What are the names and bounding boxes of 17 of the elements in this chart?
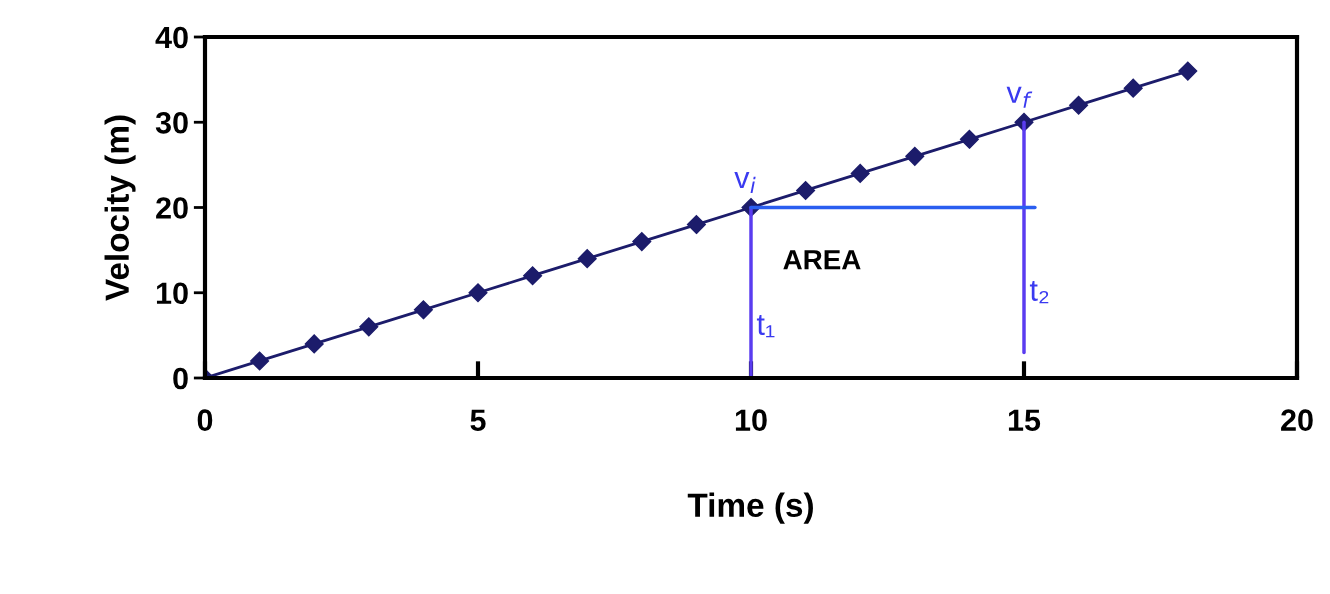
y-tick-label: 20 (156, 197, 188, 219)
y-tick-label: 40 (155, 26, 188, 49)
x-tick-label: 0 (197, 409, 213, 431)
annotation: v$_{i}$ (734, 171, 756, 194)
annotation: AREA (783, 250, 861, 270)
y-axis-title: Velocity (m) (104, 115, 136, 301)
y-tick-label: 0 (173, 367, 188, 390)
x-tick-label: 15 (1008, 409, 1041, 431)
x-tick-label: 20 (1281, 409, 1313, 431)
x-tick-label: 5 (470, 409, 486, 431)
x-tick-label: 10 (735, 409, 767, 431)
y-tick-label: 30 (155, 111, 188, 134)
x-axis-title: Time (s) (687, 492, 813, 524)
annotation: v$_{f}$ (1006, 86, 1033, 108)
annotation: t₂ (1029, 280, 1049, 304)
annotation: t₁ (756, 315, 775, 338)
y-tick-label: 10 (156, 282, 188, 305)
